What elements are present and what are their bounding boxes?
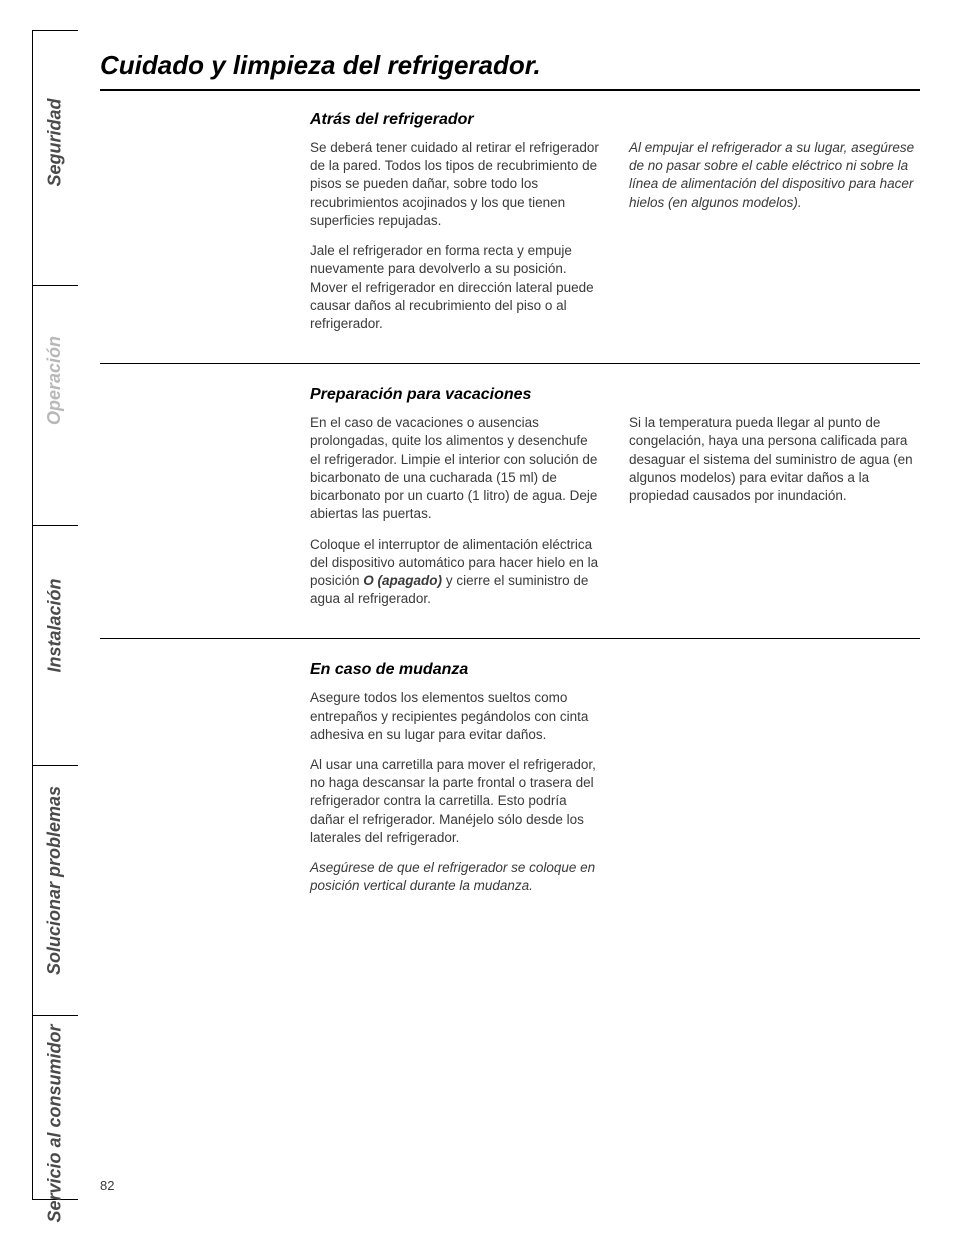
side-tabs: Seguridad Operación Instalación Solucion…	[32, 30, 78, 1200]
para-mud-1: Asegure todos los elementos sueltos como…	[310, 689, 601, 744]
para-vac-right: Si la temperatura pueda llegar al punto …	[629, 414, 920, 505]
col-left-vacaciones: En el caso de vacaciones o ausencias pro…	[310, 414, 601, 608]
section-heading-mudanza: En caso de mudanza	[310, 661, 920, 679]
para-atras-1: Se deberá tener cuidado al retirar el re…	[310, 139, 601, 230]
para-vac-2: Coloque el interruptor de alimentación e…	[310, 536, 601, 609]
page-number: 82	[100, 1178, 114, 1193]
col-right-vacaciones: Si la temperatura pueda llegar al punto …	[629, 414, 920, 608]
tab-label-seguridad: Seguridad	[45, 98, 66, 186]
columns-atras: Se deberá tener cuidado al retirar el re…	[310, 139, 920, 333]
main-content: Cuidado y limpieza del refrigerador. Atr…	[100, 50, 920, 948]
para-vac-1: En el caso de vacaciones o ausencias pro…	[310, 414, 601, 523]
section-heading-vacaciones: Preparación para vacaciones	[310, 386, 920, 404]
tab-label-operacion: Operación	[45, 336, 66, 425]
tab-operacion[interactable]: Operación	[32, 285, 78, 475]
col-right-atras: Al empujar el refrigerador a su lugar, a…	[629, 139, 920, 333]
para-atras-2: Jale el refrigerador en forma recta y em…	[310, 242, 601, 333]
col-left-atras: Se deberá tener cuidado al retirar el re…	[310, 139, 601, 333]
tab-label-solucionar: Solucionar problemas	[45, 786, 66, 975]
col-right-mudanza	[629, 689, 920, 895]
page-title: Cuidado y limpieza del refrigerador.	[100, 50, 920, 91]
col-left-mudanza: Asegure todos los elementos sueltos como…	[310, 689, 601, 895]
tab-label-servicio: Servicio al consumidor	[45, 1024, 66, 1222]
section-heading-atras: Atrás del refrigerador	[310, 111, 920, 129]
tab-seguridad[interactable]: Seguridad	[32, 30, 78, 255]
tab-servicio[interactable]: Servicio al consumidor	[32, 1015, 78, 1230]
tab-solucionar[interactable]: Solucionar problemas	[32, 765, 78, 995]
para-mud-2: Al usar una carretilla para mover el ref…	[310, 756, 601, 847]
section-mudanza: En caso de mudanza Asegure todos los ele…	[100, 661, 920, 925]
columns-vacaciones: En el caso de vacaciones o ausencias pro…	[310, 414, 920, 608]
para-mud-3: Asegúrese de que el refrigerador se colo…	[310, 859, 601, 895]
para-vac-2-bold: O (apagado)	[363, 573, 442, 588]
para-atras-right: Al empujar el refrigerador a su lugar, a…	[629, 139, 920, 212]
tab-instalacion[interactable]: Instalación	[32, 525, 78, 725]
tab-label-instalacion: Instalación	[45, 578, 66, 672]
columns-mudanza: Asegure todos los elementos sueltos como…	[310, 689, 920, 895]
section-vacaciones: Preparación para vacaciones En el caso d…	[100, 386, 920, 639]
section-atras: Atrás del refrigerador Se deberá tener c…	[100, 111, 920, 364]
